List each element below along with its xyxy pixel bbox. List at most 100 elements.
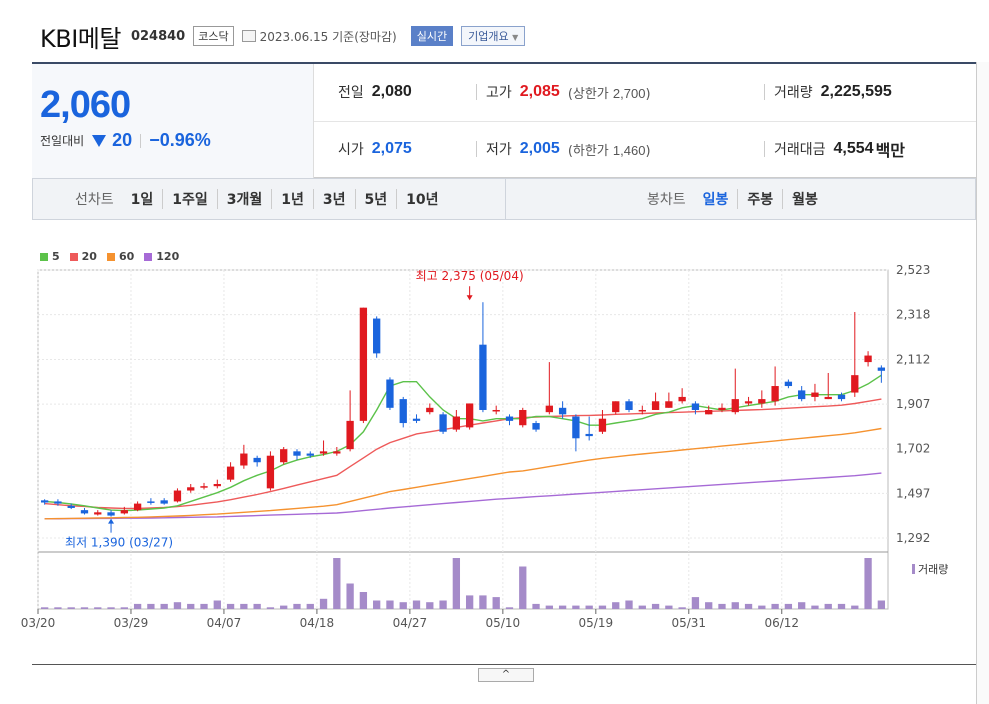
stock-name: KBI메탈 — [40, 24, 121, 53]
collapse-button[interactable]: ^ — [478, 668, 534, 682]
line-tab-2[interactable]: 3개월 — [216, 189, 272, 209]
volume-bar — [200, 603, 208, 609]
volume-bar — [678, 607, 686, 609]
bottom-divider — [32, 664, 976, 665]
volume-bar — [399, 602, 407, 609]
candle-body — [147, 501, 155, 503]
y-tick-label: 1,497 — [896, 486, 930, 500]
line-tab-5[interactable]: 5년 — [354, 189, 397, 209]
volume-bar — [691, 597, 700, 609]
volume-bar — [651, 603, 660, 609]
row-divider — [314, 121, 976, 122]
lower-limit-label: (하한가 — [567, 143, 609, 159]
candle-body — [465, 403, 474, 428]
ma-legend: 5 20 60 120 — [40, 250, 179, 263]
candle-tab-2[interactable]: 월봉 — [782, 189, 827, 209]
volume-bar — [545, 605, 553, 609]
divider — [140, 133, 142, 148]
volume-bar — [213, 600, 221, 609]
line-tab-4[interactable]: 3년 — [312, 189, 355, 209]
candle-body — [386, 379, 394, 408]
current-price: 2,060 — [40, 84, 131, 126]
volume-bar — [744, 603, 753, 609]
price-summary: 2,060 전일대비 20 −0.96% 전일 2,080 고가 2,085 (… — [32, 64, 976, 178]
day-high: 고가 2,085 (상한가 2,700) — [486, 80, 651, 104]
line-tab-0[interactable]: 1일 — [130, 192, 154, 208]
line-tab-3[interactable]: 1년 — [271, 189, 313, 209]
candle-body — [412, 418, 421, 421]
volume-bar — [864, 558, 872, 609]
candle-body — [173, 490, 182, 502]
x-tick-label: 03/20 — [21, 616, 56, 630]
candle-body — [705, 409, 713, 415]
line-tab-1[interactable]: 1주일 — [162, 189, 217, 209]
candle-body — [280, 449, 288, 463]
lower-limit-value: 1,460 — [612, 142, 646, 158]
right-scrollbar[interactable] — [976, 62, 989, 704]
candle-body — [731, 399, 739, 413]
candle-tab-1[interactable]: 주봉 — [737, 189, 782, 209]
market-badge: 코스닥 — [193, 26, 234, 46]
date-info: 2023.06.15 기준(장마감) — [241, 28, 397, 45]
candle-body — [864, 355, 872, 363]
candle-body — [651, 401, 660, 410]
legend-label: 120 — [156, 250, 180, 263]
candle-body — [426, 407, 434, 413]
volume-bar — [426, 602, 434, 609]
change-label: 전일대비 — [40, 134, 85, 148]
legend-label: 5 — [52, 250, 60, 263]
volume-legend-swatch — [912, 564, 915, 574]
lower-limit: (하한가 1,460) — [568, 140, 651, 159]
candle-tab-0[interactable]: 일봉 — [702, 192, 729, 208]
volume-bar — [94, 607, 102, 609]
volume-bar — [173, 602, 182, 609]
high-annotation: 최고 2,375 (05/04) — [416, 269, 524, 283]
candle-body — [187, 487, 195, 491]
volume-bar — [293, 603, 301, 609]
candle-body — [120, 510, 128, 514]
company-overview-dropdown[interactable]: 기업개요 ▼ — [461, 26, 526, 46]
candle-chart-head: 봉차트 — [647, 192, 686, 208]
volume-bar — [519, 566, 527, 609]
candle-body — [877, 367, 886, 371]
candle-body — [226, 466, 235, 480]
candle-body — [333, 451, 341, 454]
volume-bar — [346, 583, 354, 609]
legend-label: 20 — [81, 250, 97, 263]
upper-limit: (상한가 2,700) — [568, 83, 651, 102]
volume-legend-label: 거래량 — [918, 563, 948, 576]
legend-item: 5 — [40, 250, 60, 263]
candlestick-chart[interactable]: 2,523 2,318 2,112 1,907 1,702 1,497 1,292 03/20… — [0, 240, 989, 680]
stock-code: 024840 — [130, 28, 186, 44]
prev-close: 전일 2,080 — [338, 80, 412, 104]
ma5-line — [44, 374, 882, 512]
legend-swatch — [40, 252, 48, 261]
candle-body — [40, 500, 49, 503]
volume-bar — [452, 558, 461, 609]
candle-body — [373, 318, 381, 354]
volume-bar — [612, 602, 620, 609]
divider — [764, 84, 765, 100]
candle-body — [133, 503, 142, 511]
volume-bar — [412, 600, 421, 609]
x-tick-label: 03/29 — [114, 616, 149, 630]
candle-body — [54, 501, 62, 504]
candle-body — [851, 375, 859, 393]
legend-item: 120 — [144, 250, 179, 263]
candle-body — [784, 381, 793, 387]
candle-body — [638, 409, 646, 412]
divider — [764, 141, 765, 157]
low-arrow-head — [108, 518, 115, 524]
chart-frame — [37, 269, 889, 610]
candle-body — [744, 401, 753, 404]
realtime-button[interactable]: 실시간 — [410, 26, 454, 46]
lower-limit-close: ) — [645, 143, 651, 159]
volume-bar — [306, 603, 314, 609]
line-tab-6[interactable]: 10년 — [396, 189, 447, 209]
volume-bar — [771, 603, 779, 609]
chevron-up-icon: ^ — [501, 669, 511, 680]
divider — [476, 141, 477, 157]
candle-body — [439, 414, 447, 432]
candle-body — [545, 405, 553, 413]
top-divider — [32, 62, 989, 64]
